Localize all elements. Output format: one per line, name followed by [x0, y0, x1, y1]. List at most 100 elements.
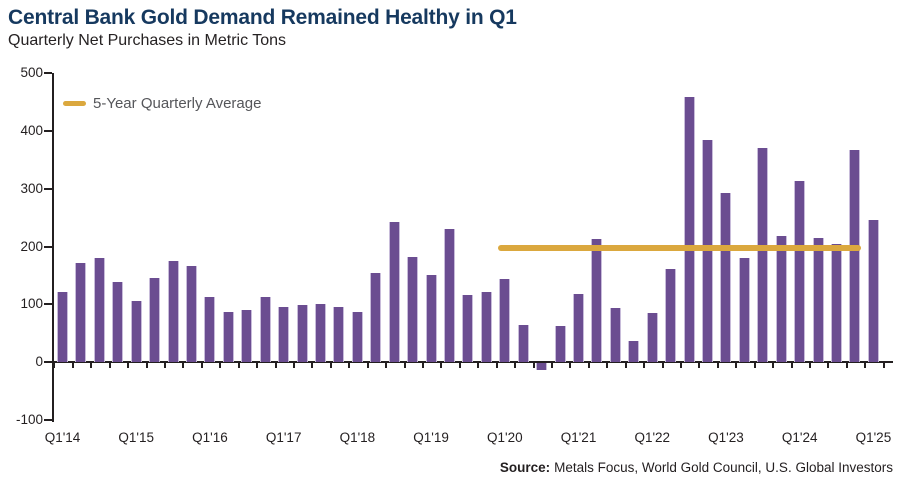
y-axis-label: 200 — [20, 238, 43, 254]
x-axis-label: Q1'16 — [192, 430, 228, 445]
bar — [775, 235, 787, 363]
bar — [794, 181, 806, 363]
bar — [702, 140, 714, 363]
y-axis-tick — [44, 361, 52, 364]
x-axis-tick — [200, 363, 203, 369]
y-axis-label: 400 — [20, 122, 43, 138]
y-axis-tick — [44, 187, 52, 190]
x-axis-tick — [182, 363, 185, 369]
bar — [93, 258, 105, 363]
x-axis-tick — [71, 363, 74, 369]
bar — [222, 311, 234, 363]
x-axis-tick — [237, 363, 240, 369]
chart-subtitle: Quarterly Net Purchases in Metric Tons — [8, 32, 287, 49]
bar — [720, 192, 732, 363]
x-axis-tick — [606, 363, 609, 369]
x-axis-tick — [680, 363, 683, 369]
chart-title: Central Bank Gold Demand Remained Health… — [8, 6, 517, 29]
x-axis-tick — [458, 363, 461, 369]
x-axis-tick — [587, 363, 590, 369]
y-axis-label: 0 — [35, 354, 43, 370]
bar — [628, 341, 640, 363]
x-axis-tick — [882, 363, 885, 369]
bar — [112, 282, 124, 363]
bar — [591, 238, 603, 363]
bar — [867, 220, 879, 363]
x-axis-line — [52, 361, 893, 364]
x-axis-label: Q1'17 — [265, 430, 302, 445]
x-axis-tick — [145, 363, 148, 369]
x-axis-label: Q1'22 — [634, 430, 671, 445]
x-axis-tick — [90, 363, 93, 369]
bar — [315, 304, 327, 363]
bar — [480, 292, 492, 363]
x-axis-tick — [661, 363, 664, 369]
y-axis-label: -100 — [15, 412, 43, 427]
source-text: Metals Focus, World Gold Council, U.S. G… — [554, 460, 893, 475]
bar — [683, 96, 695, 363]
x-axis-tick — [403, 363, 406, 369]
x-axis-tick — [219, 363, 222, 369]
x-axis-tick — [716, 363, 719, 369]
x-axis-tick — [366, 363, 369, 369]
x-axis-label: Q1'24 — [781, 430, 818, 445]
bar — [278, 307, 290, 363]
bar — [812, 237, 824, 363]
source-label: Source: — [499, 460, 551, 475]
y-axis-tick — [44, 245, 52, 248]
x-axis-tick — [772, 363, 775, 369]
bar — [388, 221, 400, 363]
x-axis-tick — [385, 363, 388, 369]
x-axis-label: Q1'21 — [560, 430, 597, 445]
bar — [665, 269, 677, 363]
bar — [241, 309, 253, 363]
x-axis-label: Q1'14 — [44, 430, 81, 445]
x-axis-label: Q1'15 — [118, 430, 155, 445]
x-axis-tick — [274, 363, 277, 369]
bar — [57, 291, 68, 363]
x-axis-tick — [422, 363, 424, 369]
x-axis-tick — [624, 363, 627, 369]
x-axis-label: Q1'23 — [708, 430, 744, 445]
x-axis-tick — [292, 363, 295, 369]
x-axis-tick — [440, 363, 443, 369]
bar — [149, 278, 161, 363]
x-axis-tick — [329, 363, 332, 369]
bar — [517, 324, 529, 363]
bar — [646, 313, 658, 363]
bar — [462, 295, 474, 363]
x-axis-tick — [643, 363, 646, 369]
x-axis-tick — [790, 363, 793, 369]
bar — [425, 275, 437, 363]
bar — [407, 256, 419, 363]
x-axis-tick — [698, 363, 701, 369]
y-axis-tick — [44, 303, 52, 306]
x-axis-tick — [532, 363, 535, 369]
x-axis-tick — [163, 363, 166, 369]
bar — [573, 293, 585, 363]
bar — [370, 272, 382, 363]
legend: 5-Year Quarterly Average — [63, 95, 261, 112]
bar — [536, 363, 548, 371]
x-axis-tick — [348, 363, 351, 369]
x-axis-label: Q1'25 — [855, 430, 892, 445]
bar — [130, 301, 142, 363]
bar — [296, 304, 308, 363]
bar — [167, 260, 179, 363]
x-axis-tick — [864, 363, 867, 369]
x-axis-label: Q1'19 — [413, 430, 449, 445]
bar — [351, 312, 363, 363]
bar — [849, 149, 861, 363]
x-axis-tick — [495, 363, 498, 369]
bar — [75, 262, 87, 363]
y-axis-tick — [44, 129, 52, 132]
x-axis-label: Q1'20 — [487, 430, 523, 445]
y-axis-line — [52, 73, 54, 422]
bar — [609, 308, 621, 363]
bar — [333, 306, 345, 363]
x-axis-label: Q1'18 — [339, 430, 376, 445]
x-axis-tick — [569, 363, 572, 369]
bar — [554, 326, 566, 363]
bar — [444, 228, 456, 363]
